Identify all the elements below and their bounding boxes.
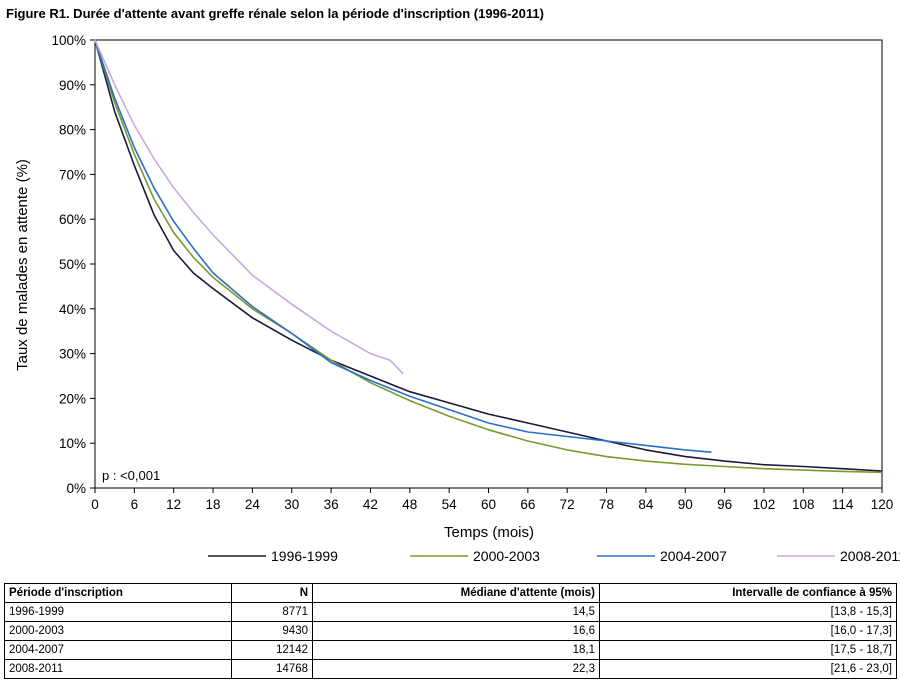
x-tick-label: 90	[678, 497, 693, 512]
table-cell: [16,0 - 17,3]	[600, 622, 897, 641]
y-tick-label: 90%	[59, 78, 86, 93]
x-tick-label: 66	[520, 497, 535, 512]
table-cell: 18,1	[313, 641, 600, 660]
x-tick-label: 72	[560, 497, 575, 512]
y-tick-label: 80%	[59, 123, 86, 138]
x-axis-label: Temps (mois)	[444, 524, 534, 541]
table-cell: 2004-2007	[5, 641, 232, 660]
x-tick-label: 24	[245, 497, 261, 512]
series-line-1996-1999	[95, 40, 882, 471]
table-row: 2008-2011 14768 22,3 [21,6 - 23,0]	[5, 660, 897, 679]
x-tick-label: 36	[324, 497, 339, 512]
column-header: Intervalle de confiance à 95%	[600, 584, 897, 603]
y-tick-label: 70%	[59, 167, 86, 182]
x-tick-label: 84	[638, 497, 654, 512]
legend-label: 2000-2003	[473, 548, 540, 564]
table-cell: 2008-2011	[5, 660, 232, 679]
y-tick-label: 10%	[59, 436, 86, 451]
column-header: N	[232, 584, 313, 603]
x-tick-label: 108	[792, 497, 815, 512]
x-tick-label: 30	[284, 497, 299, 512]
table-cell: [13,8 - 15,3]	[600, 603, 897, 622]
column-header: Médiane d'attente (mois)	[313, 584, 600, 603]
table-cell: 8771	[232, 603, 313, 622]
x-tick-label: 42	[363, 497, 378, 512]
table-cell: 1996-1999	[5, 603, 232, 622]
legend-label: 2004-2007	[660, 548, 727, 564]
table-row: 1996-1999 8771 14,5 [13,8 - 15,3]	[5, 603, 897, 622]
table-cell: 16,6	[313, 622, 600, 641]
x-tick-label: 78	[599, 497, 614, 512]
table-cell: 2000-2003	[5, 622, 232, 641]
y-tick-label: 20%	[59, 391, 86, 406]
table-cell: [21,6 - 23,0]	[600, 660, 897, 679]
x-tick-label: 12	[166, 497, 181, 512]
table-row: 2004-2007 12142 18,1 [17,5 - 18,7]	[5, 641, 897, 660]
plot-frame	[95, 40, 882, 488]
series-line-2004-2007	[95, 40, 712, 452]
table-cell: [17,5 - 18,7]	[600, 641, 897, 660]
table-cell: 22,3	[313, 660, 600, 679]
legend: 1996-1999 2000-2003 2004-2007 2008-2011	[208, 548, 900, 564]
y-tick-label: 30%	[59, 347, 86, 362]
x-tick-label: 18	[206, 497, 221, 512]
y-tick-label: 50%	[59, 257, 86, 272]
legend-label: 1996-1999	[271, 548, 338, 564]
x-tick-label: 6	[131, 497, 139, 512]
series-line-2000-2003	[95, 40, 882, 472]
survival-chart: 0% 10% 20% 30% 40% 50% 60% 70% 80% 90% 100% 0 6 12 18…	[0, 0, 900, 580]
table-cell: 14,5	[313, 603, 600, 622]
y-tick-label: 100%	[51, 33, 86, 48]
y-tick-label: 60%	[59, 212, 86, 227]
x-tick-label: 96	[717, 497, 732, 512]
x-tick-label: 114	[832, 497, 854, 512]
stats-table: Période d'inscription N Médiane d'attent…	[4, 583, 897, 679]
x-tick-label: 120	[871, 497, 894, 512]
x-tick-label: 48	[402, 497, 417, 512]
column-header: Période d'inscription	[5, 584, 232, 603]
x-tick-label: 102	[753, 497, 776, 512]
y-tick-label: 0%	[66, 481, 86, 496]
table-cell: 12142	[232, 641, 313, 660]
table-cell: 9430	[232, 622, 313, 641]
table-row: 2000-2003 9430 16,6 [16,0 - 17,3]	[5, 622, 897, 641]
legend-label: 2008-2011	[840, 548, 900, 564]
table-cell: 14768	[232, 660, 313, 679]
x-tick-label: 0	[91, 497, 99, 512]
series-line-2008-2011	[95, 40, 403, 374]
y-axis-label: Taux de malades en attente (%)	[14, 159, 31, 371]
y-tick-label: 40%	[59, 302, 86, 317]
table-header-row: Période d'inscription N Médiane d'attent…	[5, 584, 897, 603]
x-tick-label: 54	[442, 497, 458, 512]
p-value-annotation: p : <0,001	[102, 468, 160, 483]
x-tick-label: 60	[481, 497, 496, 512]
